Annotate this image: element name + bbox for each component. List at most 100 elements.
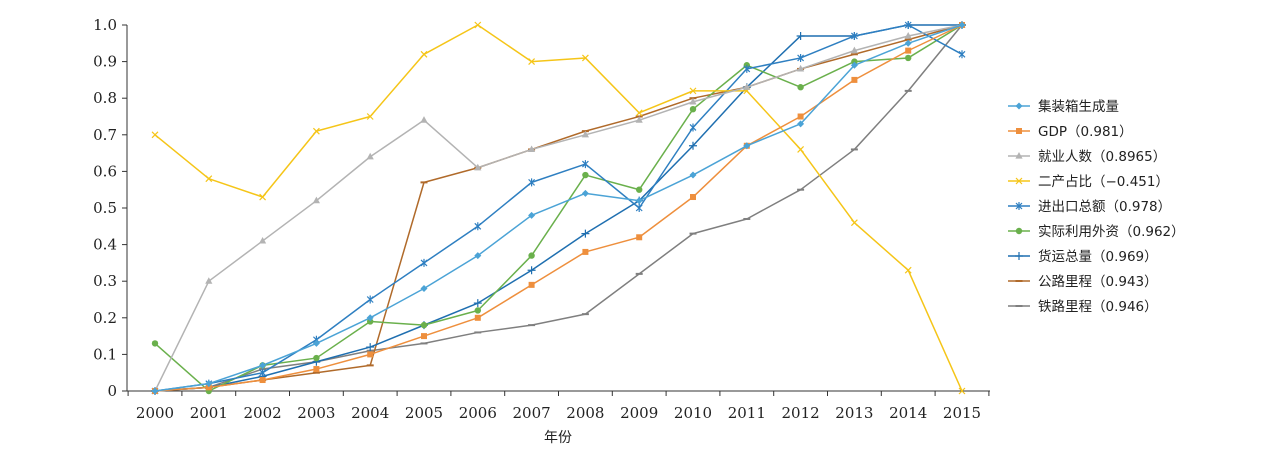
legend-marker — [1016, 128, 1022, 134]
data-point — [205, 175, 213, 183]
data-point — [205, 277, 213, 284]
x-tick-label: 2014 — [889, 404, 927, 422]
chart-legend: 集装箱生成量 GDP（0.981） 就业人数（0.8965） 二产占比（−0.451）… — [1008, 99, 1185, 315]
data-point — [151, 387, 159, 395]
legend-label: 公路里程（0.943） — [1038, 274, 1158, 290]
data-point — [796, 31, 805, 40]
data-point — [312, 196, 320, 204]
data-point — [689, 97, 697, 105]
data-point — [527, 266, 536, 275]
series-line — [154, 24, 963, 392]
data-point — [689, 87, 697, 95]
data-point — [474, 307, 481, 314]
series-0 — [151, 21, 966, 395]
data-point — [635, 109, 643, 117]
data-point — [850, 61, 858, 69]
data-point — [636, 186, 643, 193]
y-tick-label: 0.2 — [93, 309, 117, 327]
x-tick-label: 2002 — [244, 404, 282, 422]
data-point — [904, 39, 912, 47]
data-point — [850, 46, 858, 54]
data-point — [366, 314, 374, 322]
data-point — [420, 50, 428, 58]
data-point — [420, 321, 428, 329]
data-point — [366, 295, 374, 304]
y-axis-ticks: 0 0.1 0.2 0.3 0.4 0.5 0.6 0.7 0.8 0.9 1.0 — [93, 16, 127, 400]
legend-marker — [1015, 152, 1023, 159]
y-tick-label: 0.8 — [93, 89, 117, 107]
data-point — [581, 160, 589, 169]
data-point — [743, 142, 751, 150]
legend-item: 集装箱生成量 — [1008, 99, 1119, 115]
data-point — [528, 252, 535, 259]
data-point — [690, 194, 696, 201]
data-point — [797, 64, 805, 72]
data-point — [420, 116, 428, 123]
legend-label: 货运总量（0.969） — [1038, 248, 1158, 265]
data-point — [420, 285, 428, 293]
x-tick-label: 2012 — [782, 404, 820, 422]
data-point — [958, 387, 966, 395]
legend-label: 就业人数（0.8965） — [1038, 149, 1166, 165]
data-point — [851, 76, 858, 83]
x-tick-label: 2005 — [405, 404, 443, 422]
x-tick-label: 2015 — [943, 404, 981, 422]
data-point — [904, 266, 912, 274]
data-point — [313, 366, 320, 373]
chart-axes — [126, 25, 990, 392]
y-tick-label: 0.7 — [93, 126, 117, 144]
data-point — [958, 50, 966, 59]
series-4 — [151, 21, 966, 395]
x-tick-label: 2006 — [459, 404, 497, 422]
data-point — [635, 197, 643, 205]
data-point — [581, 54, 589, 62]
legend-label: 二产占比（−0.451） — [1038, 174, 1169, 190]
data-point — [850, 31, 858, 40]
data-point — [528, 281, 535, 288]
data-point — [689, 171, 697, 179]
x-tick-label: 2010 — [674, 404, 712, 422]
y-tick-label: 0.4 — [93, 236, 117, 254]
y-tick-label: 0.3 — [93, 272, 117, 290]
data-point — [474, 314, 481, 321]
data-point — [904, 21, 912, 29]
data-point — [797, 113, 804, 120]
data-point — [743, 64, 751, 73]
data-point — [474, 252, 482, 260]
x-tick-label: 2004 — [351, 404, 389, 422]
legend-item: 货运总量（0.969） — [1008, 248, 1158, 265]
series-2 — [151, 21, 966, 394]
data-point — [851, 58, 858, 65]
data-point — [473, 299, 482, 308]
legend-item: 就业人数（0.8965） — [1008, 149, 1166, 165]
legend-label: 集装箱生成量 — [1038, 99, 1119, 115]
series-line — [154, 24, 963, 392]
legend-item: 公路里程（0.943） — [1008, 274, 1158, 290]
x-tick-label: 2000 — [136, 404, 174, 422]
legend-label: 实际利用外资（0.962） — [1038, 224, 1185, 240]
data-point — [581, 130, 589, 138]
series-line — [154, 24, 963, 392]
series-line — [154, 24, 962, 392]
data-point — [313, 354, 320, 362]
x-tick-label: 2011 — [728, 404, 766, 422]
x-tick-label: 2001 — [190, 404, 228, 422]
data-point — [743, 83, 751, 90]
x-tick-label: 2008 — [566, 404, 604, 422]
legend-item: 实际利用外资（0.962） — [1008, 224, 1185, 240]
legend-item: 铁路里程（0.946） — [1008, 299, 1158, 315]
y-tick-label: 0.1 — [93, 345, 117, 363]
data-point — [259, 368, 267, 377]
data-point — [635, 116, 643, 123]
data-point — [366, 113, 374, 120]
data-point — [367, 351, 374, 358]
legend-marker — [1015, 227, 1023, 235]
x-tick-label: 2003 — [297, 404, 335, 422]
series-line — [154, 24, 963, 392]
data-point — [582, 171, 589, 179]
data-point — [366, 152, 374, 160]
data-point — [205, 384, 212, 391]
legend-marker — [1015, 202, 1023, 210]
data-point — [259, 236, 267, 244]
